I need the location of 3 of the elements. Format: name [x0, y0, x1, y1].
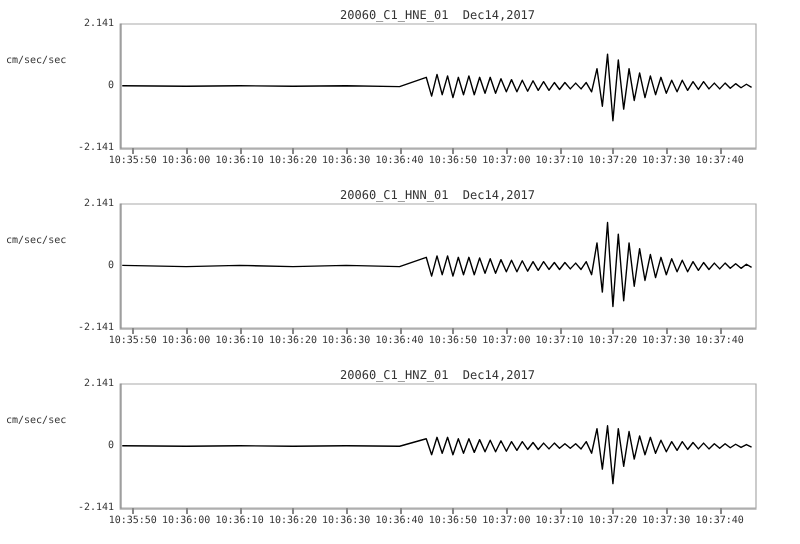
line-series — [121, 425, 753, 485]
line-series — [121, 221, 753, 308]
line-series — [121, 53, 753, 122]
